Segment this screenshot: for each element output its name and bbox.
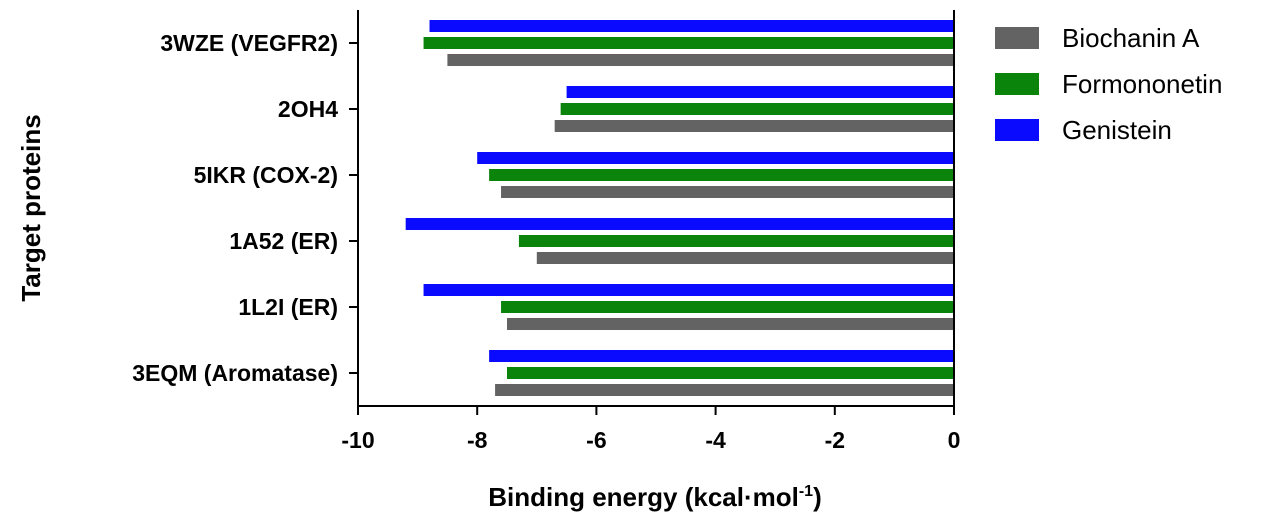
- x-tick-label: 0: [948, 427, 961, 453]
- legend: Biochanin A Formononetin Genistein: [995, 23, 1222, 145]
- category-label: 3EQM (Aromatase): [132, 360, 338, 386]
- x-axis-title: Binding energy (kcal·mol-1): [488, 482, 822, 512]
- x-axis-title-superscript: -1: [799, 483, 813, 500]
- legend-swatch-genistein: [995, 119, 1039, 141]
- bar-genistein-2: [477, 152, 954, 164]
- x-tick-label: -8: [467, 427, 488, 453]
- category-label: 1L2I (ER): [238, 294, 338, 320]
- bar-formononetin-0: [423, 37, 954, 49]
- x-tick-label: -4: [705, 427, 726, 453]
- bar-formononetin-4: [501, 301, 954, 313]
- bar-genistein-4: [423, 284, 954, 296]
- x-tick-label: -2: [825, 427, 845, 453]
- bar-biochanin-a-3: [536, 252, 954, 264]
- bar-formononetin-3: [518, 235, 954, 247]
- category-labels: 3WZE (VEGFR2) 2OH4 5IKR (COX-2) 1A52 (ER) 1L…: [132, 30, 338, 386]
- bar-formononetin-1: [560, 103, 954, 115]
- x-axis-title-tail: ): [813, 482, 822, 512]
- legend-label: Formononetin: [1062, 69, 1222, 99]
- legend-swatch-biochanin-a: [995, 27, 1039, 49]
- legend-swatch-formononetin: [995, 73, 1039, 95]
- bar-formononetin-5: [507, 367, 954, 379]
- bar-biochanin-a-1: [554, 120, 954, 132]
- bar-biochanin-a-2: [501, 186, 954, 198]
- bars-group: [405, 20, 954, 396]
- category-label: 2OH4: [278, 96, 338, 122]
- bar-genistein-5: [489, 350, 954, 362]
- x-axis-title-main: Binding energy (kcal·mol: [488, 482, 799, 512]
- bar-genistein-0: [429, 20, 954, 32]
- axes-group: [349, 10, 955, 415]
- legend-label: Genistein: [1062, 115, 1172, 145]
- category-label: 5IKR (COX-2): [194, 162, 338, 188]
- x-tick-label: -10: [341, 427, 374, 453]
- bar-biochanin-a-5: [495, 384, 954, 396]
- bar-biochanin-a-0: [447, 54, 954, 66]
- category-label: 1A52 (ER): [229, 228, 338, 254]
- x-tick-labels: -10 -8 -6 -4 -2 0: [341, 427, 960, 453]
- bar-genistein-3: [405, 218, 954, 230]
- bar-genistein-1: [566, 86, 954, 98]
- bar-biochanin-a-4: [507, 318, 954, 330]
- y-axis-title: Target proteins: [16, 114, 46, 301]
- category-label: 3WZE (VEGFR2): [160, 30, 338, 56]
- x-tick-label: -6: [586, 427, 606, 453]
- legend-label: Biochanin A: [1062, 23, 1200, 53]
- bar-formononetin-2: [489, 169, 954, 181]
